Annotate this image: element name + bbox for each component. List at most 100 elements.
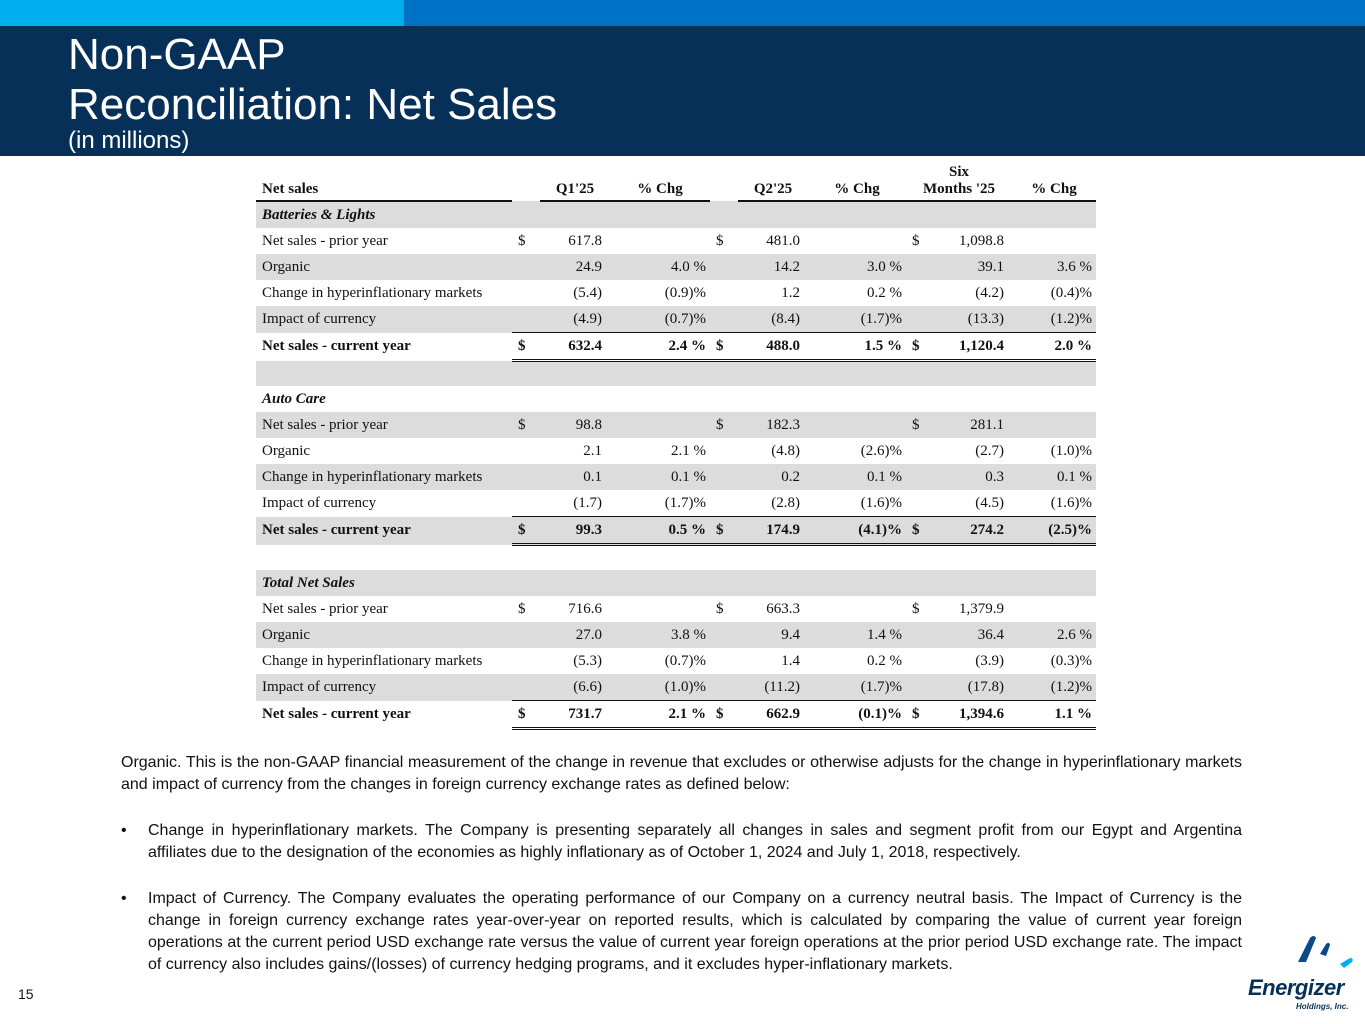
q2-pct-chg: 1.5 % — [808, 332, 906, 362]
section-title: Total Net Sales — [256, 570, 512, 596]
currency-symbol: $ — [710, 412, 738, 438]
q1-pct-chg: 2.1 % — [671, 442, 706, 459]
page-subtitle: (in millions) — [68, 127, 190, 154]
currency-symbol — [906, 280, 934, 306]
six-months-value: 281.1 — [934, 412, 1012, 438]
total-row: Net sales - current year $632.4 2.4 % $488.… — [256, 332, 1096, 362]
currency-symbol — [512, 306, 540, 333]
currency-symbol: $ — [710, 700, 738, 730]
hyperinflation-bullet: • Change in hyperinflationary markets. T… — [121, 820, 1242, 864]
q2-pct-chg: (0.1)% — [808, 700, 906, 730]
q2-value: 1.4 — [781, 652, 800, 669]
currency-symbol: $ — [906, 332, 934, 362]
empty-cell — [1012, 570, 1096, 596]
header-six-chg: % Chg — [1012, 160, 1096, 202]
q2-value: 488.0 — [738, 332, 808, 362]
top-accent-bar-light — [0, 0, 404, 26]
q1-value: (1.7) — [573, 494, 602, 511]
currency-symbol: $ — [512, 332, 540, 362]
currency-symbol: $ — [512, 700, 540, 730]
six-months-pct-chg: (0.3)% — [1050, 652, 1092, 669]
q2-value: 14.2 — [738, 254, 808, 280]
q2-value: (8.4) — [738, 306, 808, 333]
q1-value: (6.6) — [540, 674, 610, 701]
q2-pct-chg — [808, 596, 906, 622]
page-title: Non-GAAP Reconciliation: Net Sales — [68, 30, 557, 130]
six-months-value: 36.4 — [934, 622, 1012, 648]
six-months-value: (13.3) — [934, 306, 1012, 333]
empty-cell — [610, 386, 710, 412]
empty-cell — [808, 201, 906, 228]
six-months-pct-chg: (1.2)% — [1012, 674, 1096, 701]
table-row: Change in hyperinflationary markets (5.3)… — [256, 648, 1096, 674]
empty-cell — [512, 386, 540, 412]
six-months-value: 274.2 — [934, 516, 1012, 546]
currency-text: Impact of Currency. The Company evaluate… — [148, 890, 1242, 973]
net-sales-reconciliation-table: Net sales Q1'25 % Chg Q2'25 % Chg Six Mo… — [256, 160, 1096, 730]
empty-cell — [738, 386, 808, 412]
six-months-pct-chg: (2.5)% — [1012, 516, 1096, 546]
currency-symbol — [906, 464, 934, 490]
currency-symbol — [512, 438, 540, 464]
header-six-line2: Months '25 — [922, 181, 996, 197]
energizer-logo-icon — [1298, 936, 1353, 968]
empty-cell — [808, 386, 906, 412]
empty-cell — [906, 201, 934, 228]
currency-symbol — [906, 622, 934, 648]
empty-cell — [540, 386, 610, 412]
q2-value: 182.3 — [738, 412, 808, 438]
currency-symbol: $ — [716, 232, 724, 249]
table-header-row: Net sales Q1'25 % Chg Q2'25 % Chg Six Mo… — [256, 160, 1096, 202]
row-label: Change in hyperinflationary markets — [262, 284, 483, 301]
q2-pct-chg — [808, 228, 906, 254]
top-accent-bar-dark — [404, 0, 1365, 26]
empty-cell — [710, 570, 738, 596]
table-row: Net sales - prior year $617.8 $481.0 $1,098… — [256, 228, 1096, 254]
q1-value: 27.0 — [540, 622, 610, 648]
q2-pct-chg: 1.4 % — [808, 622, 906, 648]
row-label: Net sales - prior year — [256, 412, 512, 438]
currency-symbol — [512, 490, 540, 517]
q1-pct-chg — [610, 228, 710, 254]
six-months-value: 1,379.9 — [959, 600, 1004, 617]
six-months-value: (17.8) — [934, 674, 1012, 701]
six-months-pct-chg: 2.6 % — [1012, 622, 1096, 648]
empty-cell — [610, 570, 710, 596]
currency-bullet: • Impact of Currency. The Company evalua… — [121, 888, 1242, 976]
currency-symbol — [710, 464, 738, 490]
organic-definition: Organic. This is the non-GAAP financial … — [121, 754, 1242, 793]
q2-value: 9.4 — [738, 622, 808, 648]
q1-value: (4.9) — [540, 306, 610, 333]
currency-symbol — [906, 438, 934, 464]
bullet-dot: • — [121, 890, 127, 907]
q2-pct-chg: (1.6)% — [860, 494, 902, 511]
header-q1: Q1'25 — [540, 160, 610, 202]
currency-symbol — [512, 280, 540, 306]
title-line-1: Non-GAAP — [68, 30, 286, 79]
q1-value: 0.1 — [540, 464, 610, 490]
empty-cell — [540, 570, 610, 596]
currency-symbol — [710, 306, 738, 333]
q1-value: 98.8 — [540, 412, 610, 438]
currency-symbol: $ — [512, 412, 540, 438]
q1-pct-chg: 2.4 % — [610, 332, 710, 362]
six-months-value: (3.9) — [975, 652, 1004, 669]
section-title: Auto Care — [262, 390, 326, 407]
q1-value: 632.4 — [540, 332, 610, 362]
header-net-sales: Net sales — [256, 160, 512, 202]
empty-cell — [540, 201, 610, 228]
q1-pct-chg: (0.7)% — [664, 652, 706, 669]
empty-cell — [906, 386, 934, 412]
hyperinflation-text: Change in hyperinflationary markets. The… — [148, 822, 1242, 861]
currency-symbol: $ — [518, 600, 526, 617]
row-label: Change in hyperinflationary markets — [256, 464, 512, 490]
q2-value: 662.9 — [738, 700, 808, 730]
empty-cell — [934, 570, 1012, 596]
table-row: Change in hyperinflationary markets (5.4)… — [256, 280, 1096, 306]
q1-value: 2.1 — [583, 442, 602, 459]
currency-symbol — [710, 622, 738, 648]
row-label: Organic — [256, 254, 512, 280]
total-row: Net sales - current year $731.7 2.1 % $662.… — [256, 700, 1096, 730]
q1-value: (5.3) — [573, 652, 602, 669]
empty-cell — [610, 201, 710, 228]
